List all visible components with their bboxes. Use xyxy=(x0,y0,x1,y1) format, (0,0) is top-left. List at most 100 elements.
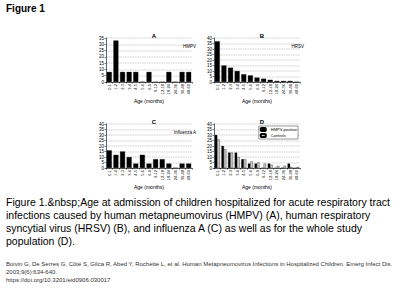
svg-text:15: 15 xyxy=(207,149,213,154)
svg-text:48-60: 48-60 xyxy=(186,83,191,94)
svg-text:6-9: 6-9 xyxy=(147,169,152,176)
svg-text:Age (months): Age (months) xyxy=(242,98,272,104)
svg-text:0-1: 0-1 xyxy=(107,83,112,90)
svg-text:30: 30 xyxy=(99,133,105,138)
svg-text:Age (months): Age (months) xyxy=(134,98,164,104)
svg-text:5: 5 xyxy=(209,74,212,79)
svg-text:48-60: 48-60 xyxy=(186,169,191,180)
svg-text:6-9: 6-9 xyxy=(255,83,260,90)
svg-text:30: 30 xyxy=(99,42,105,47)
svg-text:2-3: 2-3 xyxy=(228,83,233,90)
svg-text:12-18: 12-18 xyxy=(160,83,165,94)
svg-text:3-4: 3-4 xyxy=(127,169,132,176)
svg-text:18-24: 18-24 xyxy=(274,169,279,180)
svg-text:1-2: 1-2 xyxy=(221,83,226,90)
svg-text:1-2: 1-2 xyxy=(221,169,226,176)
svg-text:48-60: 48-60 xyxy=(294,83,299,94)
svg-text:4-5: 4-5 xyxy=(133,169,138,176)
svg-text:35: 35 xyxy=(99,36,105,41)
svg-text:15: 15 xyxy=(99,61,105,66)
svg-text:Influenza A: Influenza A xyxy=(174,130,196,135)
svg-text:3-4: 3-4 xyxy=(235,169,240,176)
svg-text:Controls: Controls xyxy=(271,133,286,138)
svg-text:30: 30 xyxy=(207,133,213,138)
svg-text:0-1: 0-1 xyxy=(107,169,112,176)
svg-text:3-4: 3-4 xyxy=(235,83,240,90)
svg-text:25: 25 xyxy=(99,138,105,143)
svg-text:35: 35 xyxy=(207,127,213,132)
svg-text:24-36: 24-36 xyxy=(173,83,178,94)
svg-text:24-36: 24-36 xyxy=(173,169,178,180)
svg-text:10: 10 xyxy=(207,69,213,74)
svg-text:9-12: 9-12 xyxy=(153,83,158,92)
svg-text:30: 30 xyxy=(207,47,213,52)
svg-text:12-18: 12-18 xyxy=(268,83,273,94)
svg-text:6-9: 6-9 xyxy=(255,169,260,176)
svg-text:25: 25 xyxy=(99,48,105,53)
svg-text:2-3: 2-3 xyxy=(228,169,233,176)
svg-text:1-2: 1-2 xyxy=(113,169,118,176)
svg-text:36-48: 36-48 xyxy=(288,169,293,180)
svg-text:48-60: 48-60 xyxy=(294,169,299,180)
svg-text:C: C xyxy=(152,119,157,125)
svg-text:5-6: 5-6 xyxy=(248,83,253,90)
svg-text:4-5: 4-5 xyxy=(133,83,138,90)
svg-text:20: 20 xyxy=(99,54,105,59)
svg-text:36-48: 36-48 xyxy=(288,83,293,94)
svg-text:1-2: 1-2 xyxy=(113,83,118,90)
svg-text:20: 20 xyxy=(207,58,213,63)
svg-text:25: 25 xyxy=(207,52,213,57)
svg-text:10: 10 xyxy=(99,67,105,72)
svg-text:2-3: 2-3 xyxy=(120,83,125,90)
svg-text:3-4: 3-4 xyxy=(127,83,132,90)
svg-text:20: 20 xyxy=(99,144,105,149)
svg-text:9-12: 9-12 xyxy=(261,169,266,178)
svg-text:HRSV: HRSV xyxy=(291,44,304,49)
svg-text:36-48: 36-48 xyxy=(180,83,185,94)
svg-text:35: 35 xyxy=(207,41,213,46)
svg-text:5-6: 5-6 xyxy=(140,169,145,176)
svg-text:40: 40 xyxy=(99,122,105,127)
svg-text:B: B xyxy=(260,33,265,39)
svg-text:Age (months): Age (months) xyxy=(134,184,164,190)
svg-text:0: 0 xyxy=(101,166,104,171)
svg-text:5-6: 5-6 xyxy=(248,169,253,176)
svg-text:0: 0 xyxy=(209,80,212,85)
svg-text:HMPV-positive: HMPV-positive xyxy=(271,127,298,132)
svg-text:4-5: 4-5 xyxy=(241,169,246,176)
svg-text:Age (months): Age (months) xyxy=(242,184,272,190)
svg-text:18-24: 18-24 xyxy=(166,169,171,180)
svg-text:HMPV: HMPV xyxy=(183,44,196,49)
svg-text:36-48: 36-48 xyxy=(180,169,185,180)
svg-text:D: D xyxy=(260,119,265,125)
svg-text:24-36: 24-36 xyxy=(281,83,286,94)
svg-text:12-18: 12-18 xyxy=(160,169,165,180)
svg-text:24-36: 24-36 xyxy=(281,169,286,180)
svg-text:2-3: 2-3 xyxy=(120,169,125,176)
svg-text:0-1: 0-1 xyxy=(215,83,220,90)
svg-text:18-24: 18-24 xyxy=(274,83,279,94)
svg-text:5: 5 xyxy=(209,160,212,165)
svg-text:0: 0 xyxy=(101,80,104,85)
svg-text:20: 20 xyxy=(207,144,213,149)
svg-text:40: 40 xyxy=(207,36,213,41)
svg-text:5-6: 5-6 xyxy=(140,83,145,90)
svg-text:5: 5 xyxy=(101,160,104,165)
svg-text:10: 10 xyxy=(207,155,213,160)
svg-text:35: 35 xyxy=(99,127,105,132)
svg-text:9-12: 9-12 xyxy=(261,83,266,92)
svg-text:25: 25 xyxy=(207,138,213,143)
svg-text:4-5: 4-5 xyxy=(241,83,246,90)
svg-text:A: A xyxy=(152,33,157,39)
svg-text:12-18: 12-18 xyxy=(268,169,273,180)
svg-text:5: 5 xyxy=(101,73,104,78)
svg-text:15: 15 xyxy=(207,63,213,68)
svg-text:9-12: 9-12 xyxy=(153,169,158,178)
svg-text:6-9: 6-9 xyxy=(147,83,152,90)
svg-text:0: 0 xyxy=(209,166,212,171)
svg-text:15: 15 xyxy=(99,149,105,154)
svg-text:10: 10 xyxy=(99,155,105,160)
svg-text:0-1: 0-1 xyxy=(215,169,220,176)
svg-text:18-24: 18-24 xyxy=(166,83,171,94)
svg-text:40: 40 xyxy=(207,122,213,127)
